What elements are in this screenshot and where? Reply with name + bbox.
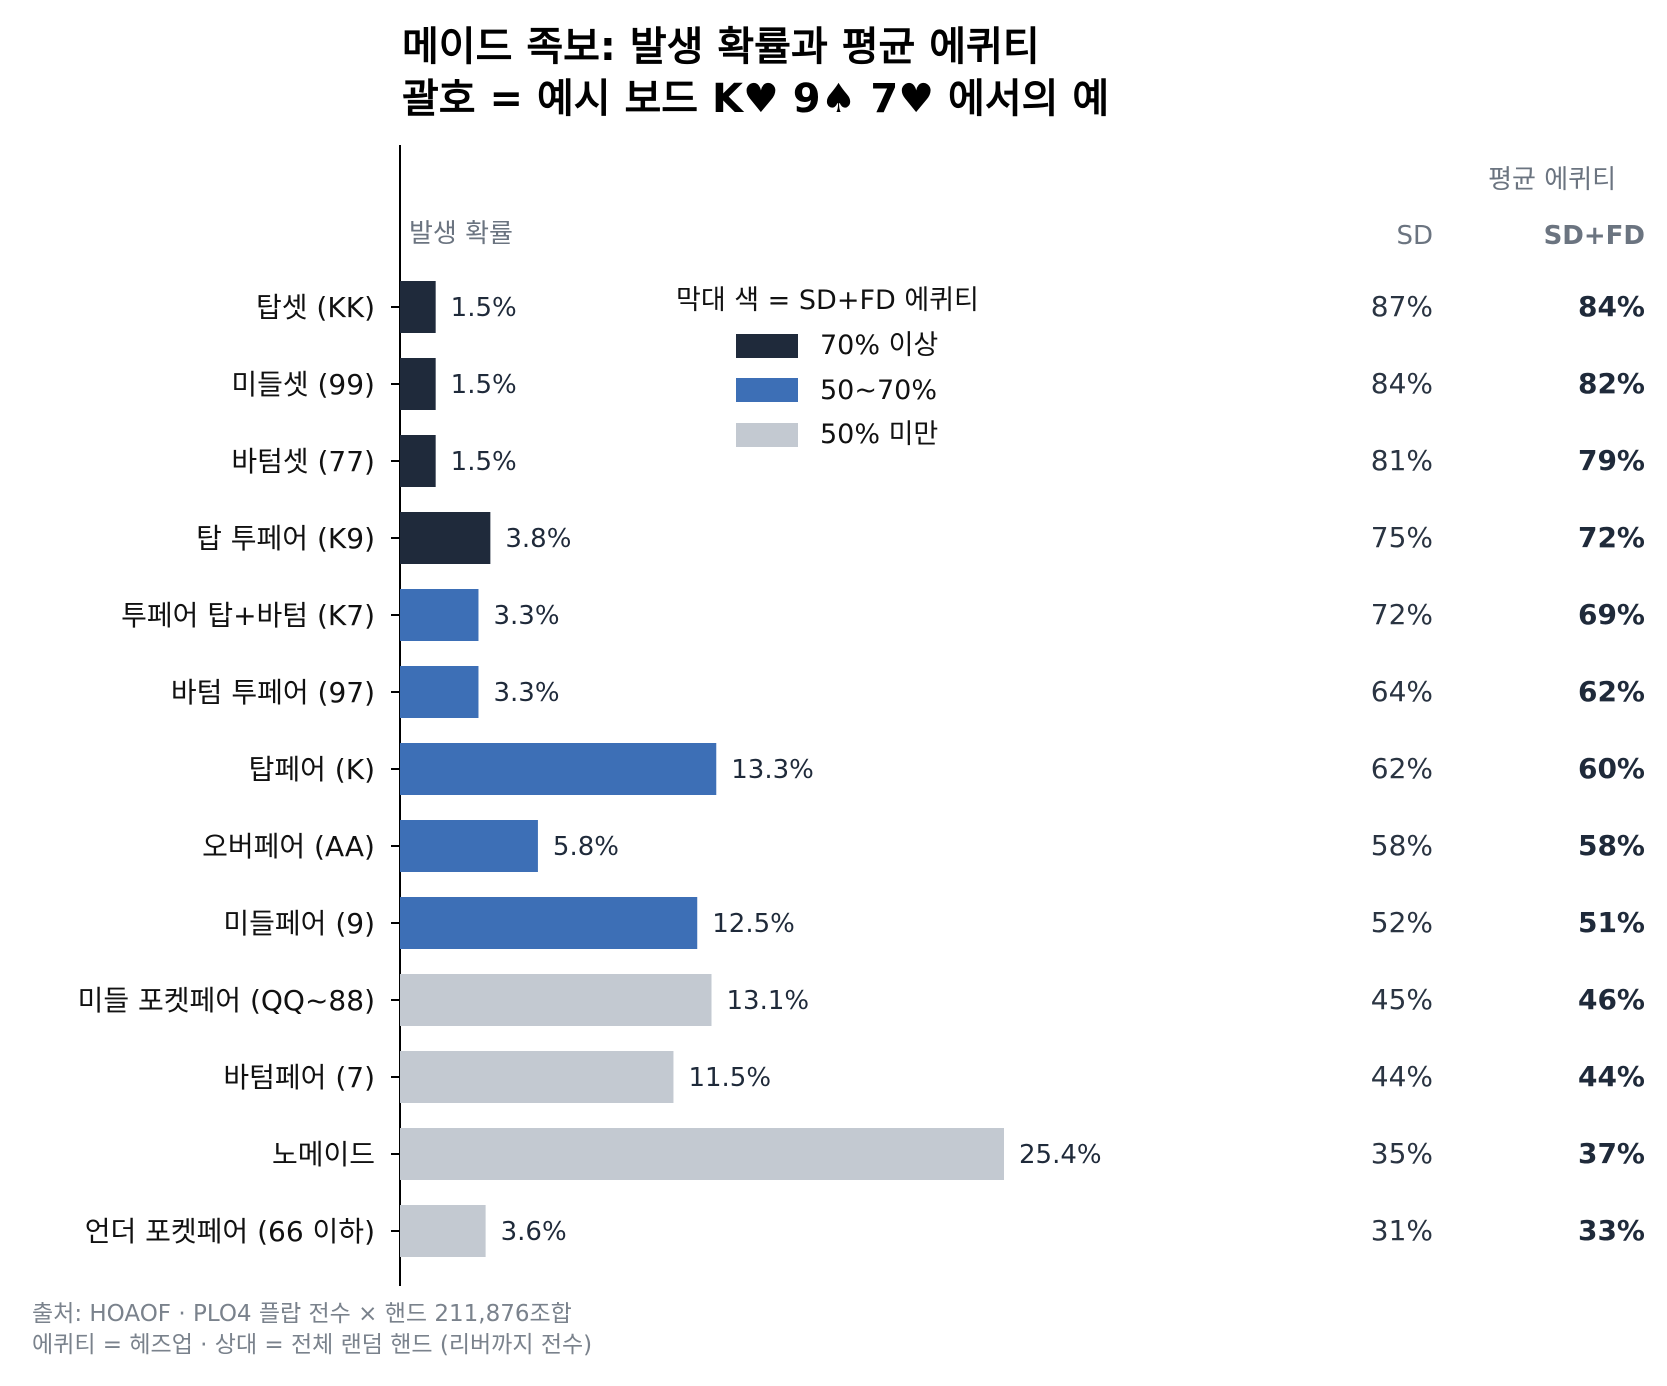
sd-equity-value: 72% (1371, 598, 1433, 631)
sd-equity-value: 31% (1371, 1214, 1433, 1247)
bar (400, 1205, 486, 1257)
value-label: 1.5% (451, 370, 517, 400)
value-label: 25.4% (1019, 1140, 1102, 1170)
value-label: 11.5% (688, 1063, 771, 1093)
sd-equity-value: 35% (1371, 1137, 1433, 1170)
category-label: 미들페어 (9) (223, 907, 375, 940)
legend-label-high: 70% 이상 (820, 330, 938, 361)
sd-equity-value: 75% (1371, 521, 1433, 554)
sd-equity-value: 84% (1371, 367, 1433, 400)
category-label: 바텀 투페어 (97) (171, 676, 375, 709)
legend-title: 막대 색 = SD+FD 에퀴티 (676, 285, 979, 316)
bars-layer: 탑셋 (KK) 1.5% 87% 84% 미들셋 (99) 1.5% 84% 82% 바텀셋 (… (78, 281, 1645, 1257)
equity-column-header: 평균 에퀴티 (1488, 165, 1616, 195)
bar (400, 1051, 674, 1103)
bar (400, 281, 436, 333)
sdfd-equity-value: 79% (1578, 444, 1645, 477)
category-label: 바텀셋 (77) (231, 445, 375, 478)
category-label: 언더 포켓페어 (66 이하) (85, 1215, 375, 1248)
category-label: 노메이드 (272, 1138, 375, 1171)
category-label: 미들 포켓페어 (QQ~88) (78, 984, 375, 1017)
sdfd-equity-value: 60% (1578, 752, 1645, 785)
sd-equity-value: 52% (1371, 906, 1433, 939)
bar (400, 1128, 1004, 1180)
category-label: 미들셋 (99) (231, 368, 375, 401)
sd-equity-value: 64% (1371, 675, 1433, 708)
value-label: 3.8% (505, 524, 571, 554)
value-label: 3.3% (493, 678, 559, 708)
sd-equity-value: 87% (1371, 290, 1433, 323)
bar (400, 897, 698, 949)
sdfd-equity-value: 72% (1578, 521, 1645, 554)
bar (400, 743, 717, 795)
chart-subtitle: 괄호 = 예시 보드 K♥ 9♠ 7♥ 에서의 예 (402, 76, 1109, 122)
sd-equity-value: 45% (1371, 983, 1433, 1016)
value-label: 1.5% (451, 293, 517, 323)
sdfd-equity-value: 46% (1578, 983, 1645, 1016)
legend: 막대 색 = SD+FD 에퀴티 70% 이상 50~70% 50% 미만 (676, 285, 979, 450)
legend-swatch-low (736, 423, 798, 447)
sd-column-header: SD (1396, 221, 1433, 251)
footer-source: 출처: HOAOF · PLO4 플랍 전수 × 핸드 211,876조합 (32, 1301, 572, 1327)
value-label: 3.3% (493, 601, 559, 631)
sd-equity-value: 81% (1371, 444, 1433, 477)
value-label: 5.8% (553, 832, 619, 862)
bar (400, 435, 436, 487)
value-label: 3.6% (501, 1217, 567, 1247)
category-label: 탑셋 (KK) (256, 291, 375, 324)
category-label: 탑페어 (K) (249, 753, 375, 786)
bar (400, 589, 479, 641)
sd-equity-value: 44% (1371, 1060, 1433, 1093)
sd-equity-value: 58% (1371, 829, 1433, 862)
sdfd-equity-value: 37% (1578, 1137, 1645, 1170)
sdfd-column-header: SD+FD (1544, 221, 1645, 251)
bar (400, 358, 436, 410)
bar (400, 820, 538, 872)
sdfd-equity-value: 51% (1578, 906, 1645, 939)
category-label: 탑 투페어 (K9) (196, 522, 375, 555)
value-label: 13.1% (727, 986, 810, 1016)
legend-label-mid: 50~70% (820, 375, 937, 406)
x-axis-label: 발생 확률 (409, 219, 513, 249)
value-label: 12.5% (712, 909, 795, 939)
bar (400, 666, 479, 718)
sd-equity-value: 62% (1371, 752, 1433, 785)
sdfd-equity-value: 69% (1578, 598, 1645, 631)
category-label: 오버페어 (AA) (202, 830, 375, 863)
bar (400, 974, 712, 1026)
category-label: 바텀페어 (7) (223, 1061, 375, 1094)
sdfd-equity-value: 84% (1578, 290, 1645, 323)
category-label: 투페어 탑+바텀 (K7) (121, 599, 375, 632)
sdfd-equity-value: 82% (1578, 367, 1645, 400)
sdfd-equity-value: 33% (1578, 1214, 1645, 1247)
legend-swatch-high (736, 334, 798, 358)
footer-note: 에퀴티 = 헤즈업 · 상대 = 전체 랜덤 핸드 (리버까지 전수) (32, 1332, 592, 1358)
sdfd-equity-value: 58% (1578, 829, 1645, 862)
value-label: 13.3% (731, 755, 814, 785)
bar (400, 512, 491, 564)
value-label: 1.5% (451, 447, 517, 477)
legend-label-low: 50% 미만 (820, 419, 938, 450)
sdfd-equity-value: 44% (1578, 1060, 1645, 1093)
sdfd-equity-value: 62% (1578, 675, 1645, 708)
legend-swatch-mid (736, 378, 798, 402)
chart-title: 메이드 족보: 발생 확률과 평균 에퀴티 (402, 24, 1040, 70)
